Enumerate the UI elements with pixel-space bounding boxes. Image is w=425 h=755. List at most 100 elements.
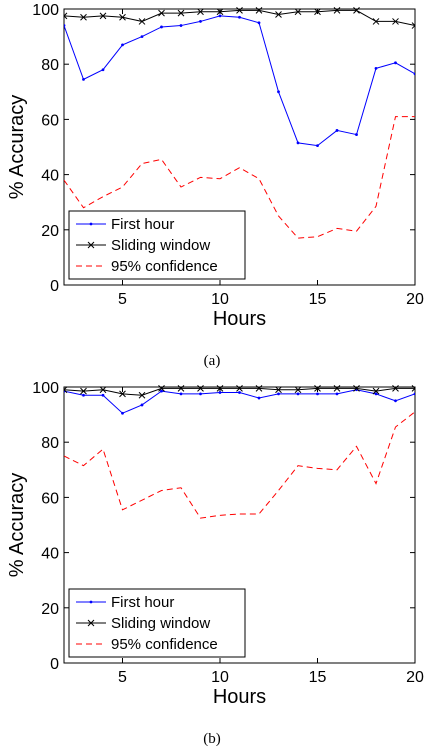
data-point	[121, 411, 124, 415]
series-group	[64, 385, 415, 519]
data-point-x-marker	[353, 7, 360, 14]
y-tick-label: 60	[41, 490, 59, 507]
data-point	[160, 25, 163, 29]
legend-label: 95% confidence	[111, 636, 218, 653]
data-point-x-marker	[392, 385, 399, 392]
data-point	[394, 399, 397, 403]
data-point-x-marker	[294, 386, 302, 394]
data-point-x-marker	[80, 13, 87, 21]
data-point-x-marker	[236, 7, 243, 14]
y-tick-label: 0	[50, 278, 59, 295]
y-axis-label: % Accuracy	[6, 95, 28, 199]
y-tick-label: 40	[41, 546, 59, 563]
data-point-x-marker	[177, 9, 185, 17]
x-tick-label: 10	[211, 669, 229, 686]
data-point-x-marker	[99, 386, 107, 394]
x-tick-label: 10	[211, 291, 229, 308]
data-point	[413, 72, 415, 76]
plot-frame	[63, 8, 416, 286]
data-point	[199, 392, 202, 396]
data-point-x-marker	[255, 385, 263, 392]
data-point-x-marker	[333, 385, 341, 392]
data-point	[179, 24, 183, 27]
chart-b: 0 20 40 60 80 100 5 10 15 20 Hours % Accuracy First …	[6, 380, 424, 747]
chart-panel-b: 0 20 40 60 80 100 5 10 15 20 Hours % Accuracy First …	[0, 378, 425, 755]
data-point	[335, 129, 339, 132]
data-point	[64, 24, 66, 27]
data-point-x-marker	[353, 385, 360, 392]
data-point-x-marker	[119, 13, 126, 21]
chart-panel-a: 0 20 40 60 80 100 5 10 15 20 Hours % Accuracy First …	[6, 2, 424, 369]
x-axis-label: Hours	[213, 308, 266, 330]
data-point	[257, 396, 261, 400]
legend-marker	[89, 222, 93, 226]
data-point	[316, 144, 319, 148]
data-point-x-marker	[411, 22, 415, 29]
data-point-x-marker	[138, 391, 146, 399]
data-point	[140, 35, 144, 38]
data-point	[82, 393, 85, 397]
data-point-x-marker	[177, 385, 185, 392]
data-point	[160, 389, 163, 393]
data-point	[316, 392, 319, 396]
data-point	[101, 393, 105, 397]
data-point	[277, 90, 280, 94]
data-point-x-marker	[197, 385, 204, 392]
data-point-x-marker	[80, 387, 87, 395]
chart-a: 0 20 40 60 80 100 5 10 15 20 Hours % Accuracy First …	[6, 2, 424, 369]
data-point	[374, 66, 378, 70]
data-point	[238, 15, 241, 19]
data-point	[277, 392, 280, 396]
legend-label: First hour	[111, 594, 174, 611]
y-axis-label: % Accuracy	[6, 473, 28, 577]
data-point-x-marker	[138, 18, 146, 25]
y-tick-label: 60	[41, 112, 59, 129]
data-point-x-marker	[158, 9, 165, 17]
data-point-x-marker	[314, 8, 321, 16]
data-point-x-marker	[119, 390, 126, 398]
y-tick-label: 100	[32, 380, 59, 397]
x-tick-label: 15	[309, 291, 327, 308]
figure-caption: (b)	[203, 731, 221, 747]
series-line-95-confidence	[64, 411, 415, 519]
data-point	[238, 391, 241, 394]
data-point-x-marker	[372, 387, 380, 395]
data-point-x-marker	[197, 8, 204, 16]
legend-label: First hour	[111, 216, 174, 233]
data-point	[101, 68, 105, 72]
data-point-x-marker	[314, 385, 321, 392]
x-axis-label: Hours	[213, 686, 266, 708]
data-point-x-marker	[64, 12, 68, 20]
data-point	[296, 392, 300, 396]
data-point-x-marker	[255, 7, 263, 14]
data-point	[218, 391, 222, 394]
data-point-x-marker	[372, 18, 380, 25]
data-point	[82, 77, 85, 81]
y-tick-label: 80	[41, 435, 59, 452]
data-point-x-marker	[236, 385, 243, 392]
data-point	[394, 61, 397, 65]
data-point	[355, 133, 358, 136]
legend-marker	[87, 241, 95, 249]
data-point-x-marker	[99, 12, 107, 20]
data-point	[199, 20, 202, 23]
y-tick-label: 40	[41, 168, 59, 185]
data-point	[335, 392, 339, 396]
y-tick-label: 20	[41, 601, 59, 618]
x-tick-label: 20	[406, 291, 424, 308]
data-point	[179, 392, 183, 396]
y-tick-label: 80	[41, 57, 59, 74]
x-tick-label: 5	[118, 669, 127, 686]
series-group	[64, 7, 415, 239]
y-tick-label: 20	[41, 223, 59, 240]
legend-label: Sliding window	[111, 615, 210, 632]
legend-label: 95% confidence	[111, 258, 218, 275]
data-point-x-marker	[275, 11, 282, 18]
series-line-first-hour	[64, 15, 415, 147]
legend-marker	[87, 619, 95, 627]
figure-caption: (a)	[204, 353, 221, 369]
data-point-x-marker	[64, 386, 68, 394]
data-point-x-marker	[216, 385, 224, 392]
data-point	[296, 141, 300, 145]
data-point	[218, 14, 222, 18]
